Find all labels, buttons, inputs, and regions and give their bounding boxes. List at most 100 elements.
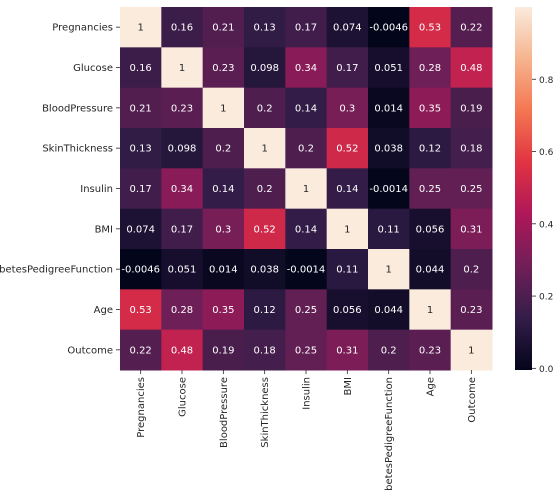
cell-value-label: 1 [261,144,267,155]
cell-value-label: 0.21 [130,103,152,114]
cell-value-label: 0.35 [212,305,234,316]
cell-value-label: 0.056 [416,224,445,235]
heatmap-cell [368,208,410,250]
column-labels: Pregnancies Glucose BloodPressure SkinThick… [136,370,478,494]
heatmap-cell [161,7,204,48]
heatmap-annotations: 1 0.16 0.21 0.13 0.17 0.074 -0.0046 0.53 0.220.1… [121,23,482,357]
cell-value-label: 0.23 [460,305,482,316]
x-tick-label: Pregnancies [136,377,147,438]
colorbar-tick-label: 0.4 [539,220,554,230]
heatmap-cell [244,249,286,290]
heatmap-cell [409,7,452,48]
y-tick-label: Age [94,305,113,316]
y-tick-label: BloodPressure [42,103,113,114]
heatmap-cell [409,289,452,331]
cell-value-label: 1 [179,63,185,74]
cell-value-label: 0.31 [460,224,482,235]
cell-value-label: 0.2 [257,103,273,114]
cell-value-label: 0.17 [295,23,317,34]
cell-value-label: 0.28 [419,63,441,74]
heatmap-cell [368,128,410,169]
heatmap-cell [244,128,286,169]
cell-value-label: 0.18 [460,144,482,155]
cell-value-label: 0.18 [254,345,276,356]
heatmap-cell [326,329,369,371]
cell-value-label: 0.098 [250,63,279,74]
x-tick-label: Glucose [178,377,189,417]
heatmap-cell [285,249,328,290]
heatmap-cell [450,87,493,129]
cell-value-label: -0.0046 [121,265,160,276]
heatmap-cell [202,87,245,129]
heatmap-cell [450,7,493,48]
heatmap-cell [326,7,369,48]
colorbar-tick-label: 0.0 [539,365,554,375]
cell-value-label: 1 [220,103,226,114]
heatmap-cell [285,128,328,169]
heatmap-cell [161,249,204,290]
heatmap-cell [409,47,452,89]
cell-value-label: 0.21 [212,23,234,34]
heatmap-cell [285,47,328,89]
heatmap-cell [161,329,204,371]
cell-value-label: 0.25 [419,184,441,195]
heatmap-cell [409,249,452,290]
heatmap-cell [244,7,286,48]
cell-value-label: 0.23 [419,345,441,356]
y-tick-label: DiabetesPedigreeFunction [0,265,113,276]
cell-value-label: 0.038 [374,144,403,155]
cell-value-label: 1 [468,345,474,356]
x-tick-label: Outcome [467,377,478,423]
heatmap-cell [161,289,204,331]
cell-value-label: 0.23 [212,63,234,74]
heatmap-cell [450,249,493,290]
y-tick-label: Glucose [73,63,113,74]
cell-value-label: 0.3 [215,224,231,235]
heatmap-cell [368,87,410,129]
heatmap-cell [120,7,162,48]
cell-value-label: 0.22 [460,23,482,34]
heatmap-cell [244,47,286,89]
heatmap-cell [120,128,162,169]
cell-value-label: 0.051 [168,265,197,276]
heatmap-cell [202,208,245,250]
heatmap-cell [244,208,286,250]
cell-value-label: 0.2 [463,265,479,276]
y-tick-label: Pregnancies [52,23,113,34]
heatmap-cell [120,208,162,250]
cell-value-label: 0.11 [336,265,358,276]
cell-value-label: 0.34 [295,63,317,74]
cell-value-label: 0.038 [250,265,279,276]
cell-value-label: 1 [344,224,350,235]
cell-value-label: 0.53 [419,23,441,34]
cell-value-label: 0.3 [339,103,355,114]
cell-value-label: 0.14 [295,224,317,235]
cell-value-label: 0.056 [333,305,362,316]
cell-value-label: 0.044 [374,305,403,316]
cell-value-label: 0.34 [171,184,193,195]
heatmap-cell [285,168,328,210]
heatmap-cell [161,47,204,89]
heatmap-cell [120,168,162,210]
cell-value-label: 1 [137,23,143,34]
heatmap-cell [450,47,493,89]
x-tick-label: Age [426,377,437,396]
colorbar-tick-label: 0.2 [539,293,553,303]
cell-value-label: 0.014 [209,265,238,276]
heatmap-cell [368,289,410,331]
cell-value-label: 0.25 [295,345,317,356]
colorbar: 0.0 0.2 0.4 0.6 0.8 [515,7,554,375]
colorbar-tick-label: 0.6 [539,148,554,158]
cell-value-label: 0.098 [168,144,197,155]
cell-value-label: 0.19 [460,103,482,114]
heatmap-cell [244,87,286,129]
cell-value-label: 0.13 [130,144,152,155]
heatmap-cells [120,7,493,371]
cell-value-label: 0.13 [254,23,276,34]
cell-value-label: 0.16 [130,63,152,74]
heatmap-cell [285,7,328,48]
cell-value-label: 0.14 [336,184,358,195]
heatmap-cell [368,168,410,210]
cell-value-label: 0.074 [126,224,155,235]
